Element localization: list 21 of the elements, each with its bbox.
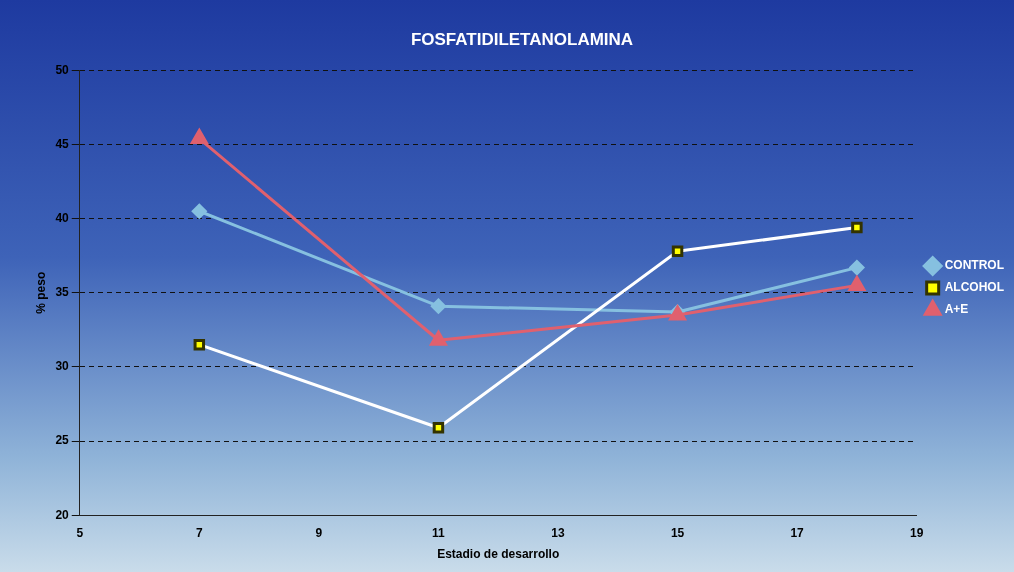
x-tick-label: 5 [76, 525, 84, 540]
x-tick-label: 9 [315, 525, 323, 540]
x-tick-label: 15 [670, 525, 685, 540]
chart-title: FOSFATIDILETANOLAMINA [410, 29, 634, 49]
x-tick-label: 7 [195, 525, 203, 540]
y-tick-label: 45 [55, 136, 70, 151]
y-tick-label: 35 [55, 285, 70, 300]
legend-label: A+E [944, 302, 969, 317]
y-tick-label: 40 [55, 210, 70, 225]
x-tick-label: 13 [551, 525, 565, 540]
x-tick-label: 17 [790, 525, 805, 540]
y-tick-label: 50 [55, 62, 70, 77]
x-tick-label: 11 [432, 525, 446, 540]
legend-label: ALCOHOL [944, 280, 1004, 295]
legend-label: CONTROL [944, 258, 1004, 273]
y-tick-label: 30 [55, 359, 70, 374]
x-axis-title: Estadio de desarrollo [437, 547, 560, 562]
y-axis-title: % peso [33, 271, 48, 314]
y-tick-label: 25 [55, 433, 70, 448]
x-tick-label: 19 [909, 525, 924, 540]
y-tick-label: 20 [55, 507, 70, 522]
